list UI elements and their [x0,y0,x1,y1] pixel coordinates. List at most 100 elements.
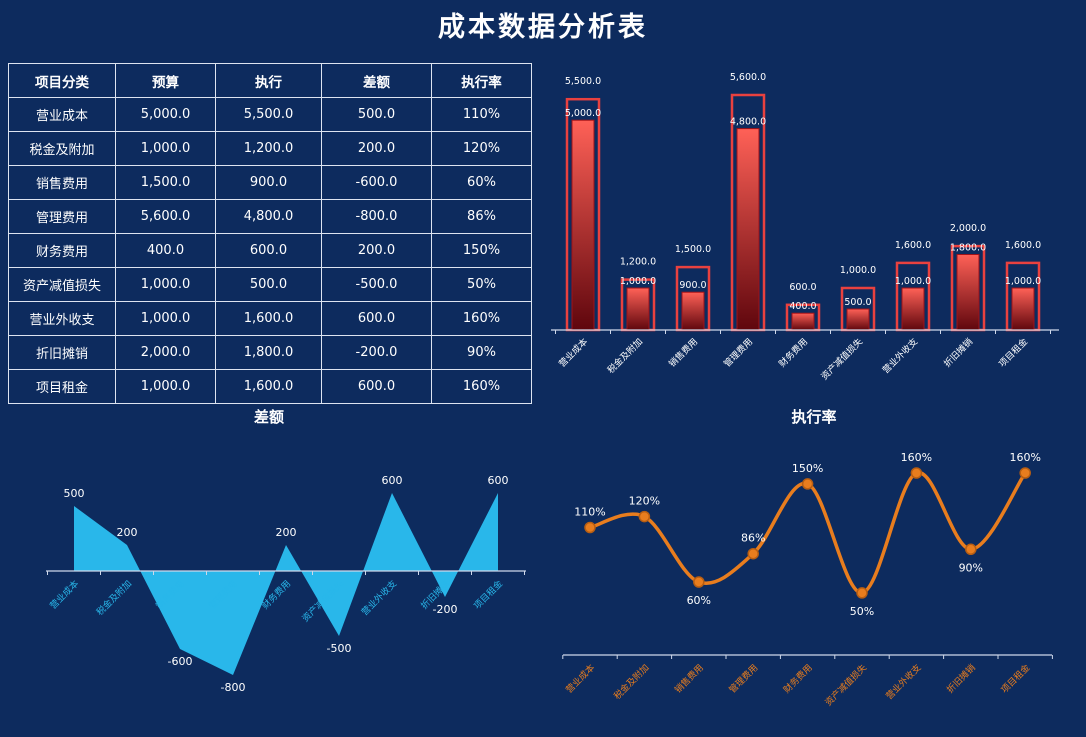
axis-category-label: 营业外收支 [883,662,923,702]
value-cell[interactable]: 5,600.0 [115,199,216,234]
value-cell[interactable]: 1,500.0 [115,165,216,200]
value-cell[interactable]: 1,600.0 [215,301,322,336]
value-cell[interactable]: 2,000.0 [115,335,216,370]
value-cell[interactable]: 600.0 [321,301,432,336]
actual-bar[interactable] [681,291,705,331]
category-cell[interactable]: 税金及附加 [8,131,116,166]
value-cell[interactable]: 160% [431,369,532,404]
value-cell[interactable]: -200.0 [321,335,432,370]
category-cell[interactable]: 营业成本 [8,97,116,132]
actual-bar[interactable] [1011,287,1035,331]
category-cell[interactable]: 销售费用 [8,165,116,200]
table-row: 折旧摊销 2,000.0 1,800.0 -200.0 90% [8,335,532,370]
data-label: 5,500.0 [565,76,601,87]
data-label: 150% [792,462,823,475]
value-cell[interactable]: 600.0 [215,233,322,268]
execution-rate-line[interactable] [588,471,1027,595]
axis-category-label: 税金及附加 [611,662,651,702]
value-cell[interactable]: -500.0 [321,267,432,302]
column-header[interactable]: 执行 [215,63,322,98]
value-cell[interactable]: 1,000.0 [115,369,216,404]
value-cell[interactable]: 1,000.0 [115,131,216,166]
data-point[interactable] [747,547,759,560]
data-label: 1,600.0 [1005,240,1041,251]
value-cell[interactable]: 500.0 [321,97,432,132]
column-header[interactable]: 执行率 [431,63,532,98]
column-header[interactable]: 差额 [321,63,432,98]
value-cell[interactable]: 60% [431,165,532,200]
data-point[interactable] [584,521,596,534]
actual-bar[interactable] [626,287,650,331]
value-cell[interactable]: 1,800.0 [215,335,322,370]
cost-table: 项目分类 预算 执行 差额 执行率 营业成本 5,000.0 5,500.0 500.0 110… [8,63,532,404]
table-row: 税金及附加 1,000.0 1,200.0 200.0 120% [8,131,532,166]
category-cell[interactable]: 营业外收支 [8,301,116,336]
value-cell[interactable]: 5,500.0 [215,97,322,132]
category-cell[interactable]: 财务费用 [8,233,116,268]
actual-bar[interactable] [956,254,980,331]
axis-category-label: 折旧摊销 [941,336,975,370]
value-cell[interactable]: 500.0 [215,267,322,302]
actual-bar[interactable] [791,312,815,331]
table-row: 营业成本 5,000.0 5,500.0 500.0 110% [8,97,532,132]
value-cell[interactable]: 200.0 [321,131,432,166]
category-cell[interactable]: 管理费用 [8,199,116,234]
value-cell[interactable]: 1,200.0 [215,131,322,166]
data-point[interactable] [638,510,651,523]
budget-vs-actual-bar-chart[interactable]: 5,500.0 5,000.0 营业成本 1,200.0 1,000.0 税金及附加 1,5… [543,52,1083,400]
data-label: 600 [382,474,403,487]
data-label: 120% [629,495,660,508]
value-cell[interactable]: 5,000.0 [115,97,216,132]
data-label: 1,000.0 [895,276,931,287]
value-cell[interactable]: 1,000.0 [115,301,216,336]
value-cell[interactable]: 90% [431,335,532,370]
data-label: 5,000.0 [565,108,601,119]
value-cell[interactable]: -800.0 [321,199,432,234]
value-cell[interactable]: 50% [431,267,532,302]
data-point[interactable] [693,576,705,588]
value-cell[interactable]: 160% [431,301,532,336]
actual-bar[interactable] [846,308,870,331]
actual-bar[interactable] [901,287,925,331]
value-cell[interactable]: 1,000.0 [115,267,216,302]
data-point[interactable] [856,587,868,599]
data-point[interactable] [965,543,977,556]
difference-area[interactable] [74,493,498,675]
execution-rate-line-chart[interactable]: 执行率 营业成本 税金及附加 销售费用 管理费用 财务费用 资产减值损失 营业外收支 折旧摊销… [545,406,1083,736]
data-label: 60% [687,594,711,607]
value-cell[interactable]: 86% [431,199,532,234]
axis-category-label: 项目租金 [996,336,1030,370]
value-cell[interactable]: 120% [431,131,532,166]
actual-bar[interactable] [736,128,760,331]
value-cell[interactable]: 150% [431,233,532,268]
data-label: 200 [117,526,138,539]
data-point[interactable] [1019,467,1031,479]
page-title: 成本数据分析表 [438,12,648,43]
value-cell[interactable]: 400.0 [115,233,216,268]
axis-category-label: 营业外收支 [359,578,399,618]
difference-area-chart[interactable]: 差额 营业成本 税金及附加 销售费用 管理费用 财务费用 资产减值损失 营业外收支 折旧摊销项… [8,406,530,731]
bar-chart-plot: 5,500.0 5,000.0 营业成本 1,200.0 1,000.0 税金及附加 1,5… [543,52,1083,400]
category-cell[interactable]: 折旧摊销 [8,335,116,370]
value-cell[interactable]: 900.0 [215,165,322,200]
column-header[interactable]: 预算 [115,63,216,98]
category-cell[interactable]: 项目租金 [8,369,116,404]
line-chart-svg: 营业成本 税金及附加 销售费用 管理费用 财务费用 资产减值损失 营业外收支 折旧摊销 项目租金… [562,451,1053,708]
data-label: 200 [276,526,297,539]
column-header[interactable]: 项目分类 [8,63,116,98]
value-cell[interactable]: 600.0 [321,369,432,404]
category-cell[interactable]: 资产减值损失 [8,267,116,302]
value-cell[interactable]: 110% [431,97,532,132]
data-label: 600 [488,474,509,487]
data-point[interactable] [910,467,923,479]
data-point[interactable] [801,478,814,490]
actual-bar[interactable] [571,119,595,331]
axis-category-label: 项目租金 [998,662,1032,696]
value-cell[interactable]: 200.0 [321,233,432,268]
value-cell[interactable]: 4,800.0 [215,199,322,234]
data-label: 1,200.0 [620,257,656,268]
data-label: 1,000.0 [620,276,656,287]
data-label: 400.0 [789,301,816,312]
value-cell[interactable]: -600.0 [321,165,432,200]
value-cell[interactable]: 1,600.0 [215,369,322,404]
